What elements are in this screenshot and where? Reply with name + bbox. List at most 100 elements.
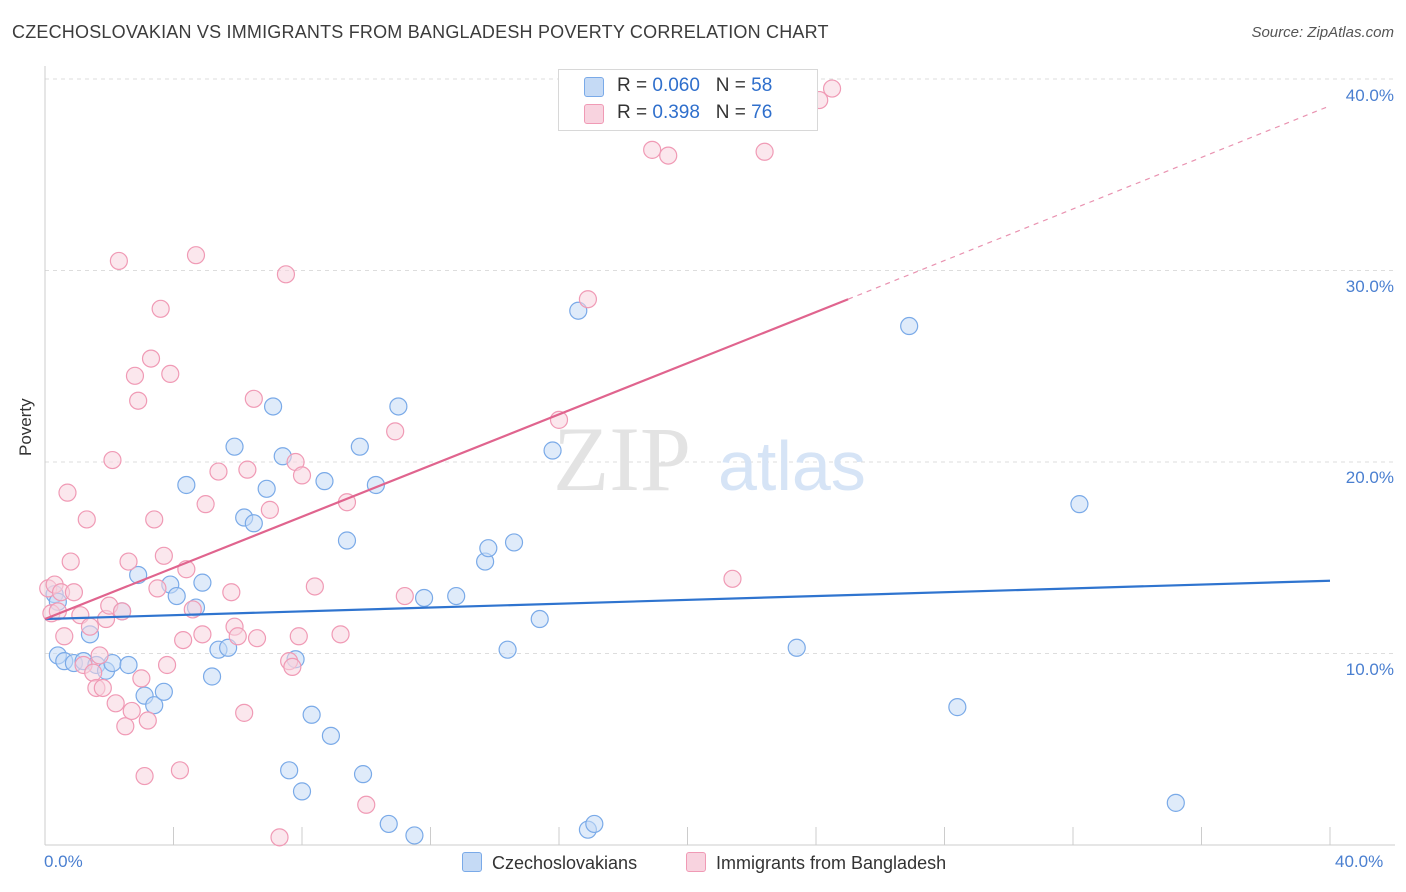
bottom-legend-swatch-blue [462, 852, 482, 872]
bangladesh-point [196, 495, 215, 514]
czechoslovakian-point [244, 514, 263, 533]
bangladesh-point [276, 265, 296, 284]
czechoslovakian-point [193, 573, 212, 592]
bangladesh-point [154, 546, 173, 565]
n-value: 76 [751, 102, 773, 123]
czechoslovakian-point [263, 397, 283, 416]
czechoslovakian-point [154, 682, 173, 701]
bangladesh-point [222, 583, 241, 602]
watermark-zip: ZIP [553, 408, 691, 510]
czechoslovakian-point [202, 667, 222, 686]
bangladesh-point [109, 251, 128, 271]
bangladesh-point [151, 299, 170, 318]
czechoslovakian-point [787, 638, 806, 657]
y-tick-label: 30.0% [1345, 277, 1394, 296]
bottom-legend-swatch-pink [686, 852, 706, 872]
bottom-legend-label: Czechoslovakians [492, 853, 638, 873]
czechoslovakian-point [225, 437, 244, 456]
bangladesh-point [578, 290, 598, 309]
y-tick-label: 10.0% [1345, 660, 1394, 679]
bangladesh-point [283, 657, 302, 677]
bangladesh-point [116, 717, 135, 736]
czechoslovakian-point [353, 765, 373, 784]
bangladesh-point [58, 483, 77, 502]
bangladesh-point [161, 364, 180, 384]
bangladesh-point [119, 552, 138, 571]
bangladesh-point [755, 142, 774, 161]
czechoslovakian-point [900, 316, 919, 336]
source-label: Source: ZipAtlas.com [1251, 24, 1394, 41]
bangladesh-point [157, 655, 177, 675]
czechoslovakian-point [145, 696, 164, 715]
czechoslovakian-point [1166, 793, 1185, 812]
czechoslovakian-point [405, 826, 424, 845]
czechoslovakian-point [498, 640, 517, 659]
bangladesh-point [106, 694, 125, 713]
czechoslovakian-point [315, 472, 334, 491]
czechoslovakian-point [379, 814, 398, 834]
czechoslovakian-point [585, 814, 604, 834]
bangladesh-point [141, 349, 161, 368]
bangladesh-point [61, 552, 80, 571]
x-tick-label: 40.0% [1335, 852, 1384, 871]
bangladesh-point [292, 466, 312, 485]
r-value: 0.398 [652, 102, 700, 123]
bangladesh-point [135, 766, 154, 786]
bangladesh-point [228, 627, 247, 646]
bottom-legend-czechoslovakians: Czechoslovakians [462, 852, 637, 874]
bangladesh-point [386, 422, 405, 441]
bottom-legend-label: Immigrants from Bangladesh [716, 853, 947, 873]
correlation-legend: R = 0.060 N = 58 R = 0.398 N = 76 [558, 69, 818, 131]
czechoslovakian-point [389, 397, 408, 416]
bangladesh-point [129, 391, 148, 410]
bangladesh-point [93, 678, 112, 698]
bangladesh-point [122, 701, 141, 721]
bangladesh-point [331, 625, 350, 644]
n-label: N = [715, 75, 752, 96]
bangladesh-point [305, 577, 324, 596]
czechoslovakian-point [167, 586, 186, 606]
bangladesh-point [174, 630, 193, 650]
bangladesh-point [103, 450, 122, 470]
bangladesh-point [270, 828, 289, 847]
czechoslovakian-point [257, 479, 276, 498]
czechoslovakian-point [350, 437, 369, 456]
bangladesh-point [84, 663, 103, 682]
czechoslovakian-point [504, 533, 524, 552]
bangladesh-point [186, 246, 206, 265]
y-tick-label: 20.0% [1345, 468, 1394, 487]
bangladesh-point [64, 583, 84, 602]
bangladesh-point [80, 617, 100, 636]
bangladesh-point [148, 579, 167, 598]
bangladesh-point [145, 510, 164, 529]
bangladesh-point [235, 703, 254, 722]
trend-line [44, 298, 849, 621]
bangladesh-point [90, 646, 109, 665]
trend-line-extension [847, 105, 1331, 300]
czechoslovakian-point [447, 586, 466, 606]
r-label: R = [617, 102, 653, 123]
bangladesh-point [138, 711, 157, 730]
bangladesh-point [723, 569, 742, 588]
bangladesh-point [822, 79, 842, 98]
czechoslovakian-point [948, 698, 967, 717]
n-value: 58 [751, 75, 773, 96]
czechoslovakian-point [530, 609, 549, 629]
czechoslovakian-point [177, 475, 196, 495]
czechoslovakian-point [302, 705, 321, 724]
r-label: R = [617, 75, 653, 96]
bangladesh-point [395, 586, 414, 606]
czechoslovakian-point [414, 588, 434, 608]
legend-swatch-pink [584, 104, 604, 124]
bangladesh-point [238, 460, 257, 479]
bangladesh-point [125, 366, 145, 385]
bangladesh-point [659, 146, 678, 165]
bangladesh-point [55, 627, 74, 646]
bangladesh-point [77, 510, 96, 529]
bangladesh-point [244, 389, 263, 408]
bangladesh-point [193, 625, 212, 644]
czechoslovakian-point [119, 655, 138, 675]
r-value: 0.060 [652, 75, 700, 96]
legend-swatch-blue [584, 77, 604, 97]
